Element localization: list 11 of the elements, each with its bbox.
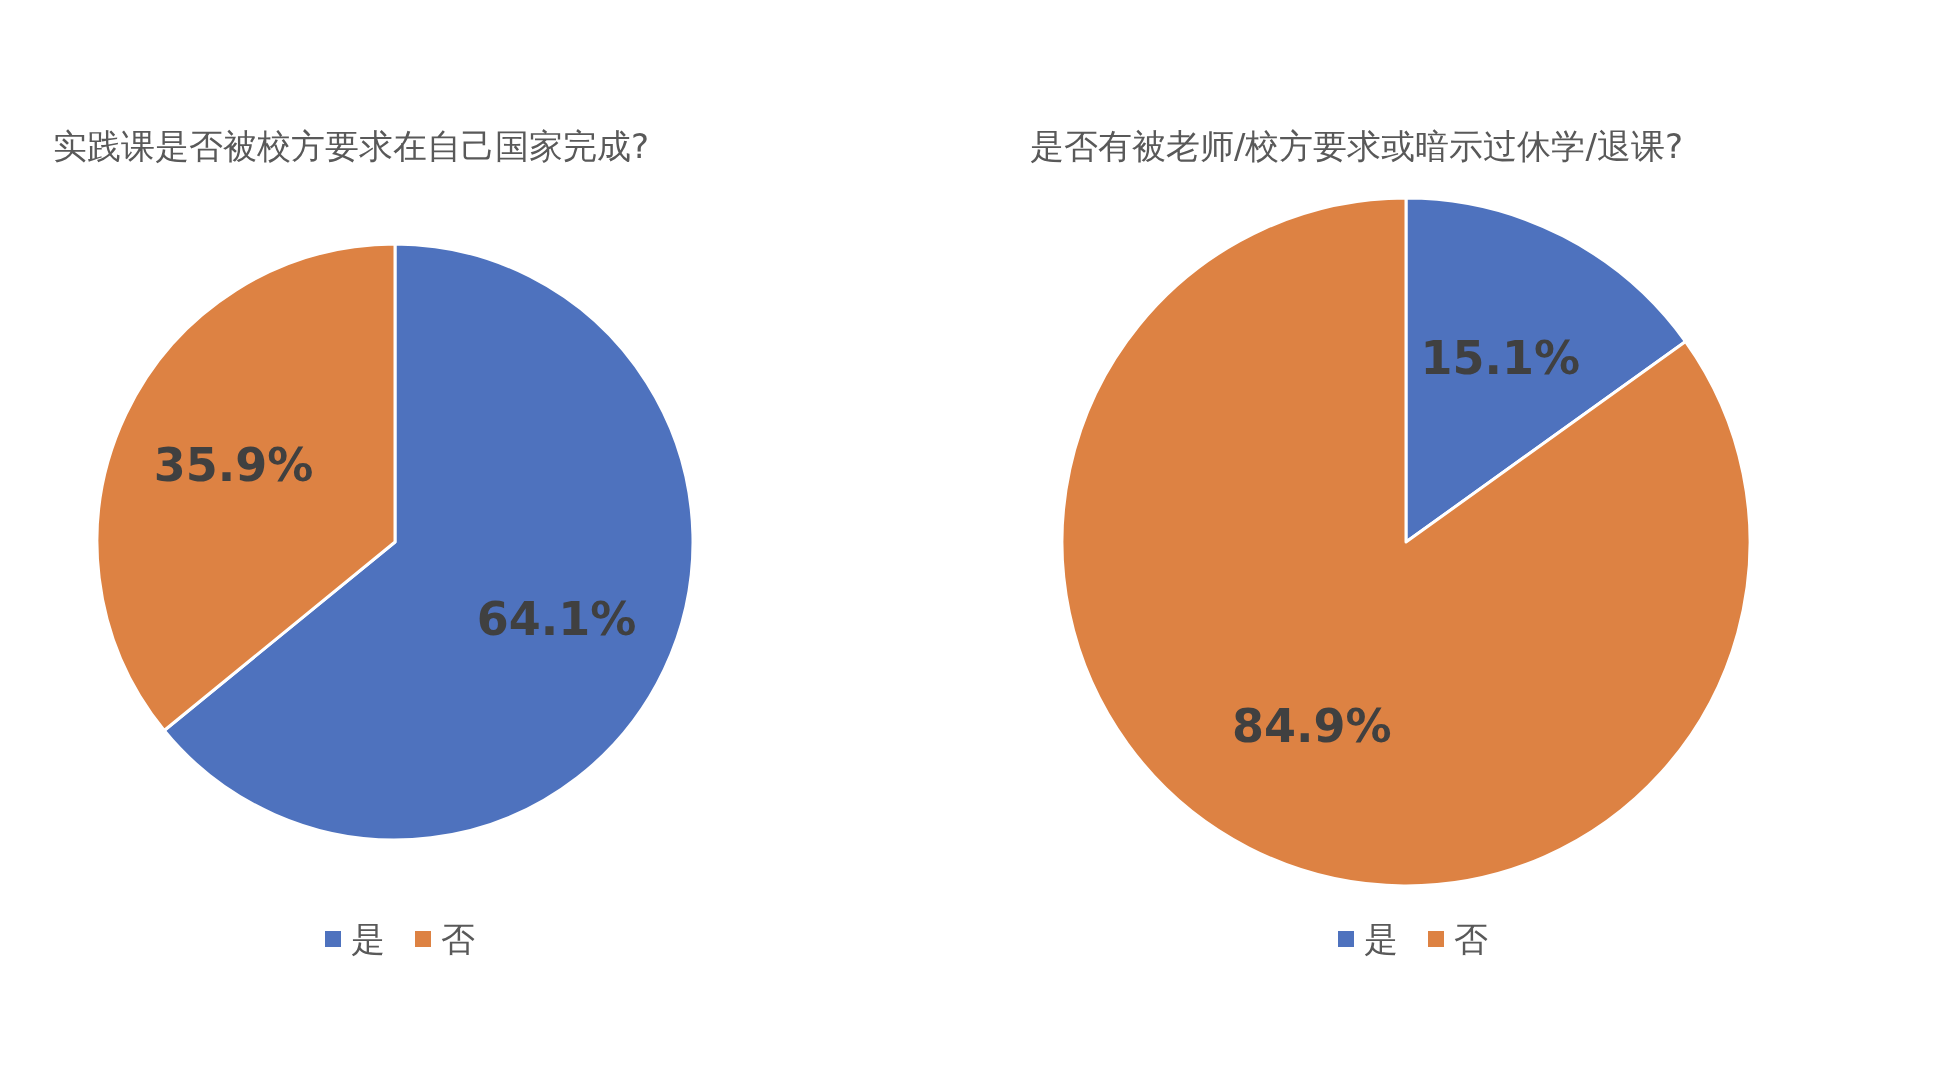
legend-label: 是 [351, 919, 385, 959]
legend-label: 否 [441, 919, 475, 959]
data-label: 84.9% [1231, 698, 1392, 753]
data-label: 64.1% [476, 591, 637, 646]
legend-label: 是 [1364, 919, 1398, 959]
data-label: 35.9% [153, 438, 314, 493]
legend-label: 否 [1454, 919, 1488, 959]
data-label: 15.1% [1420, 331, 1581, 386]
pie-slice [1060, 196, 1752, 888]
chart-title: 是否有被老师/校方要求或暗示过休学/退课? [1030, 126, 1683, 166]
chart-title: 实践课是否被校方要求在自己国家完成? [53, 126, 650, 166]
